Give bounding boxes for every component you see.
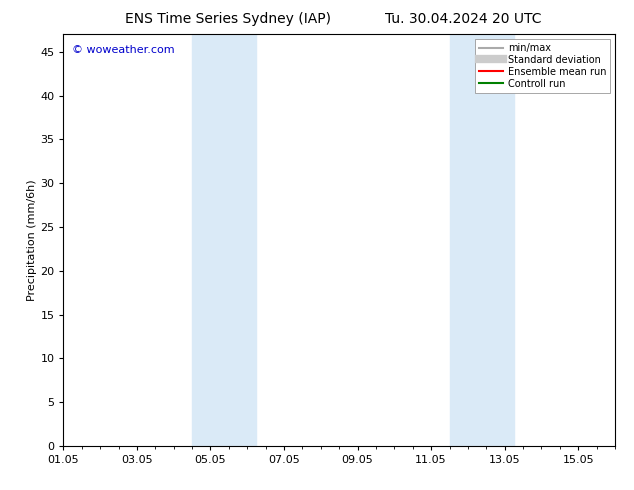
Text: ENS Time Series Sydney (IAP): ENS Time Series Sydney (IAP) [126,12,331,26]
Text: © woweather.com: © woweather.com [72,45,174,54]
Text: Tu. 30.04.2024 20 UTC: Tu. 30.04.2024 20 UTC [385,12,541,26]
Bar [450,34,514,446]
Y-axis label: Precipitation (mm/6h): Precipitation (mm/6h) [27,179,37,301]
Legend: min/max, Standard deviation, Ensemble mean run, Controll run: min/max, Standard deviation, Ensemble me… [475,39,610,93]
Bar [192,34,256,446]
